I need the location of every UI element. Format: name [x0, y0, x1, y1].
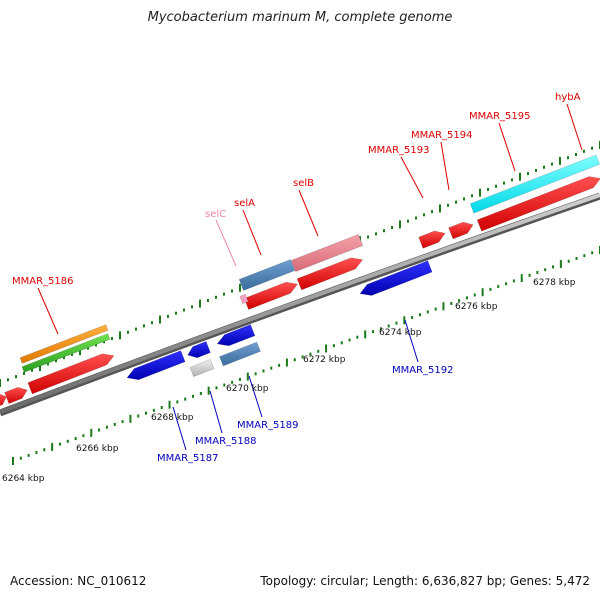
gene-arrow-sela[interactable]	[243, 281, 299, 310]
gene-label-selb[interactable]: selB	[293, 178, 314, 189]
gene-label-mmar-5195[interactable]: MMAR_5195	[469, 111, 531, 122]
kbp-label: 6270 kbp	[226, 384, 269, 394]
gene-feature-selc[interactable]	[239, 293, 249, 305]
genome-backbone-highlight	[0, 193, 600, 414]
leader-mmar-5194	[440, 141, 450, 191]
gene-feature-sela-region[interactable]	[238, 259, 296, 291]
gene-arrow[interactable]	[27, 353, 115, 395]
gene-label-mmar-5189[interactable]: MMAR_5189	[237, 420, 299, 431]
leader-sela	[242, 209, 262, 256]
gene-label-mmar-5192[interactable]: MMAR_5192	[392, 365, 454, 376]
kbp-label: 6272 kbp	[303, 355, 346, 365]
gene-feature-selb-region[interactable]	[290, 234, 364, 272]
gene-feature-mmar-5189[interactable]	[219, 341, 261, 367]
leader-mmar-5188	[209, 390, 223, 434]
map-title: Mycobacterium marinum M, complete genome	[147, 10, 453, 25]
gene-arrow-mmar-5193[interactable]	[418, 230, 446, 249]
gene-label-sela[interactable]: selA	[234, 198, 255, 209]
leader-selb	[298, 189, 319, 237]
gene-label-mmar-5187[interactable]: MMAR_5187	[157, 453, 219, 464]
label-leader-lines	[37, 103, 583, 451]
leader-mmar-5189	[248, 375, 263, 418]
gene-arrow[interactable]	[187, 341, 211, 359]
gene-label-mmar-5186[interactable]: MMAR_5186	[12, 276, 74, 287]
kbp-label: 6268 kbp	[151, 413, 194, 423]
leader-hyba	[566, 103, 583, 151]
gene-features	[0, 154, 600, 408]
gene-arrow[interactable]	[4, 386, 28, 404]
kbp-labels: 6264 kbp 6266 kbp 6268 kbp 6270 kbp 6272…	[2, 278, 576, 484]
kbp-label: 6274 kbp	[379, 328, 422, 338]
gene-label-selc[interactable]: selC	[205, 209, 226, 220]
kbp-label: 6276 kbp	[455, 302, 498, 312]
leader-mmar-5193	[400, 156, 424, 199]
reverse-gene-labels: MMAR_5187 MMAR_5188 MMAR_5189 MMAR_5192	[157, 365, 454, 464]
gene-arrow[interactable]	[216, 324, 256, 347]
leader-mmar-5187	[172, 406, 187, 451]
tick-marks	[0, 141, 600, 465]
gene-label-mmar-5193[interactable]: MMAR_5193	[368, 145, 430, 156]
gene-arrow-selb[interactable]	[296, 257, 364, 291]
gene-arrow-mmar-5192[interactable]	[359, 260, 433, 296]
gene-label-hyba[interactable]: hybA	[555, 92, 581, 103]
leader-mmar-5195	[498, 122, 516, 172]
leader-mmar-5186	[37, 287, 59, 335]
kbp-label: 6264 kbp	[2, 474, 45, 484]
gene-arrow-mmar-5195[interactable]	[476, 176, 600, 232]
gene-label-mmar-5188[interactable]: MMAR_5188	[195, 436, 257, 447]
accession-text: Accession: NC_010612	[10, 574, 147, 588]
gene-arrow-mmar-5187[interactable]	[126, 350, 186, 381]
gene-arrow-mmar-5194[interactable]	[448, 221, 474, 240]
gene-feature-green[interactable]	[21, 333, 111, 373]
genome-summary-text: Topology: circular; Length: 6,636,827 bp…	[260, 574, 590, 588]
kbp-label: 6278 kbp	[533, 278, 576, 288]
gene-arrow[interactable]	[0, 393, 7, 408]
gene-feature-orange[interactable]	[19, 324, 109, 364]
forward-gene-labels: MMAR_5186 selC selA selB MMAR_5193 MMAR_…	[12, 92, 581, 287]
gene-label-mmar-5194[interactable]: MMAR_5194	[411, 130, 473, 141]
genome-backbone	[0, 192, 600, 417]
kbp-label: 6266 kbp	[76, 444, 119, 454]
leader-mmar-5192	[404, 319, 419, 363]
gene-feature-mmar-5188[interactable]	[189, 359, 215, 377]
leader-selc	[215, 219, 237, 267]
